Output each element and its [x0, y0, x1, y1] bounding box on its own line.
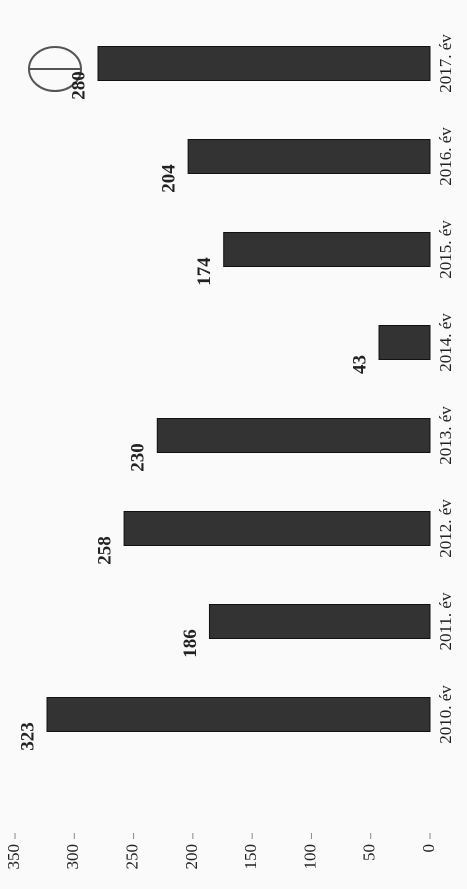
- x-tick-label: 2014. év: [436, 313, 455, 372]
- x-tick-label: 2016. év: [436, 127, 455, 186]
- y-tick-label: 150: [241, 844, 260, 870]
- x-tick-label: 2010. év: [436, 685, 455, 744]
- value-label: 280: [68, 71, 89, 100]
- y-tick-label: 300: [63, 844, 82, 870]
- y-tick-label: 250: [122, 844, 141, 870]
- value-label: 323: [17, 722, 38, 751]
- value-label: 43: [349, 355, 370, 374]
- rotated-chart: 0 50 100 150 200 250 300 350 2010. év 323 2011. év…: [4, 34, 455, 870]
- y-tick-label: 200: [182, 844, 201, 870]
- y-tick-label: 50: [360, 844, 379, 861]
- x-tick-label: 2017. év: [436, 34, 455, 93]
- bar: [208, 604, 431, 639]
- value-label: 258: [94, 536, 115, 565]
- bar: [46, 697, 431, 732]
- bar: [187, 139, 431, 174]
- y-tick-label: 0: [419, 844, 438, 853]
- x-tick-label: 2011. év: [436, 592, 455, 650]
- emblem: [28, 46, 82, 92]
- x-tick-label: 2012. év: [436, 499, 455, 558]
- x-tick-label: 2015. év: [436, 220, 455, 279]
- value-label: 204: [158, 164, 179, 193]
- x-tick-label: 2013. év: [436, 406, 455, 465]
- bar: [378, 325, 431, 360]
- value-label: 174: [194, 257, 215, 286]
- y-tick-label: 350: [4, 844, 23, 870]
- bar: [156, 418, 431, 453]
- bar: [223, 232, 431, 267]
- value-label: 186: [180, 629, 201, 658]
- value-label: 230: [128, 443, 149, 472]
- y-tick-label: 100: [300, 844, 319, 870]
- bar: [97, 46, 431, 81]
- bar: [123, 511, 431, 546]
